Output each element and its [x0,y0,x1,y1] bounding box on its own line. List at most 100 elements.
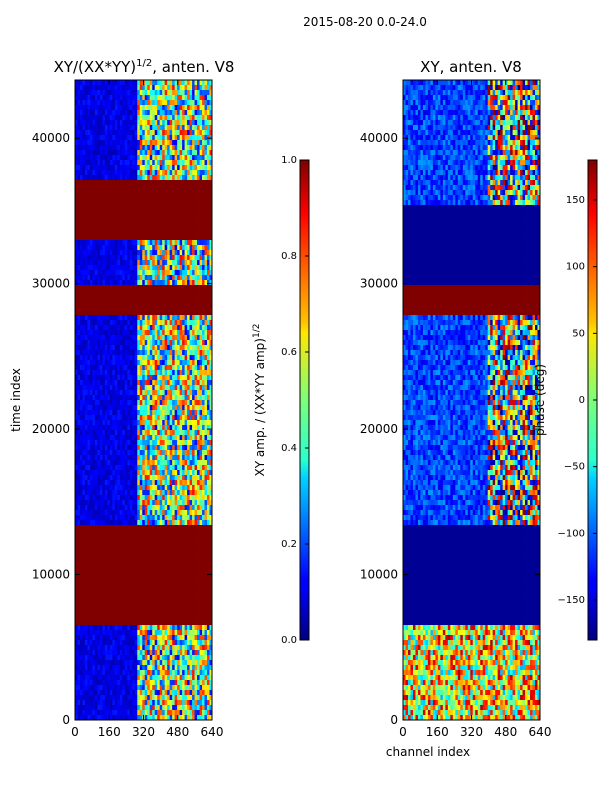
heatmap-cell [122,495,126,501]
heatmap-cell [77,300,81,306]
heatmap-cell [169,140,173,146]
heatmap-cell [139,235,143,241]
heatmap-cell [154,405,158,411]
heatmap-cell [177,165,181,171]
heatmap-cell [77,150,81,156]
heatmap-cell [134,295,138,301]
heatmap-cell [129,200,133,206]
heatmap-cell [189,260,193,266]
heatmap-cell [97,440,101,446]
heatmap-cell [102,140,106,146]
heatmap-cell [139,205,143,211]
heatmap-cell [164,265,168,271]
heatmap-cell [79,250,83,256]
heatmap-cell [174,240,178,246]
heatmap-cell [84,125,88,131]
heatmap-cell [127,275,131,281]
heatmap-cell [84,410,88,416]
heatmap-cell [117,330,121,336]
heatmap-cell [197,480,200,486]
heatmap-cell [122,355,126,361]
heatmap-cell [82,120,86,126]
heatmap-cell [194,165,198,171]
heatmap-cell [92,135,96,141]
heatmap-cell [79,115,83,121]
heatmap-cell [194,180,198,186]
heatmap-cell [109,85,113,91]
heatmap-cell [157,305,161,311]
heatmap-cell [79,320,83,326]
heatmap-cell [177,250,181,256]
heatmap-cell [142,220,146,226]
heatmap-cell [152,185,156,191]
heatmap-cell [132,395,136,401]
heatmap-cell [87,335,91,341]
heatmap-cell [184,115,188,121]
heatmap-cell [107,295,111,301]
heatmap-cell [117,95,121,101]
heatmap-cell [102,515,106,521]
heatmap-cell [197,350,200,356]
heatmap-cell [164,390,168,396]
heatmap-cell [147,440,151,446]
heatmap-cell [97,340,101,346]
heatmap-cell [144,340,148,346]
heatmap-cell [112,470,116,476]
heatmap-cell [134,335,138,341]
heatmap-cell [182,475,185,481]
heatmap-cell [192,290,195,296]
heatmap-cell [97,360,101,366]
heatmap-cell [142,335,146,341]
heatmap-cell [179,450,183,456]
heatmap-cell [84,155,88,161]
heatmap-cell [132,215,136,221]
heatmap-cell [189,500,193,506]
heatmap-cell [127,525,131,531]
heatmap-cell [194,190,198,196]
heatmap-cell [202,175,205,181]
heatmap-cell [187,310,190,316]
heatmap-cell [152,450,156,456]
heatmap-cell [152,115,156,121]
heatmap-cell [199,220,203,226]
heatmap-cell [117,520,121,526]
heatmap-cell [122,330,126,336]
heatmap-cell [189,255,193,261]
heatmap-cell [159,160,163,166]
heatmap-cell [137,215,141,221]
heatmap-cell [132,335,136,341]
heatmap-cell [189,430,193,436]
heatmap-cell [79,85,83,91]
heatmap-cell [157,290,161,296]
heatmap-cell [79,310,83,316]
heatmap-cell [144,375,148,381]
heatmap-cell [82,510,86,516]
heatmap-cell [92,455,96,461]
heatmap-cell [129,195,133,201]
heatmap-cell [174,310,178,316]
heatmap-cell [142,90,146,96]
heatmap-cell [167,230,171,236]
heatmap-cell [89,440,93,446]
heatmap-cell [177,230,181,236]
heatmap-cell [97,465,101,471]
heatmap-cell [99,175,103,181]
heatmap-cell [139,350,143,356]
heatmap-cell [182,510,185,516]
heatmap-cell [167,375,171,381]
heatmap-cell [169,450,173,456]
heatmap-cell [157,430,161,436]
heatmap-cell [162,525,166,531]
heatmap-cell [157,275,161,281]
heatmap-cell [142,140,146,146]
heatmap-cell [102,260,106,266]
heatmap-cell [127,435,131,441]
heatmap-cell [107,530,111,536]
heatmap-cell [77,460,81,466]
heatmap-cell [197,300,200,306]
heatmap-cell [174,330,178,336]
heatmap-cell [172,205,176,211]
heatmap-cell [194,250,198,256]
heatmap-cell [187,170,190,176]
heatmap-cell [77,530,81,536]
